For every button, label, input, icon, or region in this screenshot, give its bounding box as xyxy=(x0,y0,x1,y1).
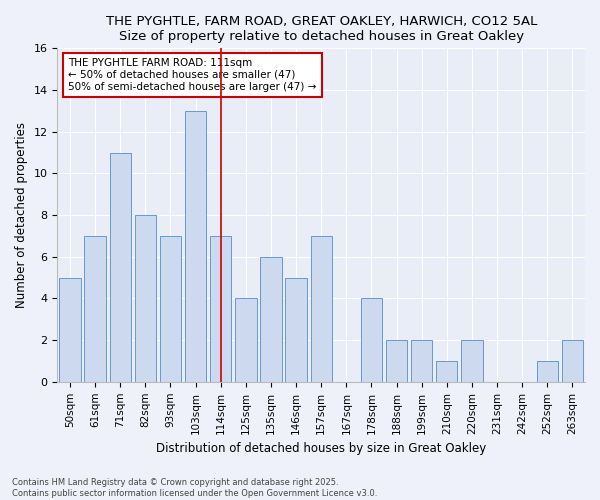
Bar xyxy=(85,236,106,382)
Bar xyxy=(260,257,281,382)
Bar xyxy=(286,278,307,382)
Bar xyxy=(235,298,257,382)
Bar xyxy=(411,340,433,382)
Bar xyxy=(361,298,382,382)
Bar xyxy=(562,340,583,382)
Bar xyxy=(536,361,558,382)
Text: Contains HM Land Registry data © Crown copyright and database right 2025.
Contai: Contains HM Land Registry data © Crown c… xyxy=(12,478,377,498)
Bar xyxy=(160,236,181,382)
Bar xyxy=(461,340,482,382)
Bar xyxy=(110,152,131,382)
Title: THE PYGHTLE, FARM ROAD, GREAT OAKLEY, HARWICH, CO12 5AL
Size of property relativ: THE PYGHTLE, FARM ROAD, GREAT OAKLEY, HA… xyxy=(106,15,537,43)
Y-axis label: Number of detached properties: Number of detached properties xyxy=(15,122,28,308)
X-axis label: Distribution of detached houses by size in Great Oakley: Distribution of detached houses by size … xyxy=(156,442,487,455)
Bar xyxy=(210,236,232,382)
Bar xyxy=(436,361,457,382)
Bar xyxy=(311,236,332,382)
Bar xyxy=(59,278,80,382)
Bar xyxy=(386,340,407,382)
Bar xyxy=(134,215,156,382)
Text: THE PYGHTLE FARM ROAD: 111sqm
← 50% of detached houses are smaller (47)
50% of s: THE PYGHTLE FARM ROAD: 111sqm ← 50% of d… xyxy=(68,58,316,92)
Bar xyxy=(185,111,206,382)
